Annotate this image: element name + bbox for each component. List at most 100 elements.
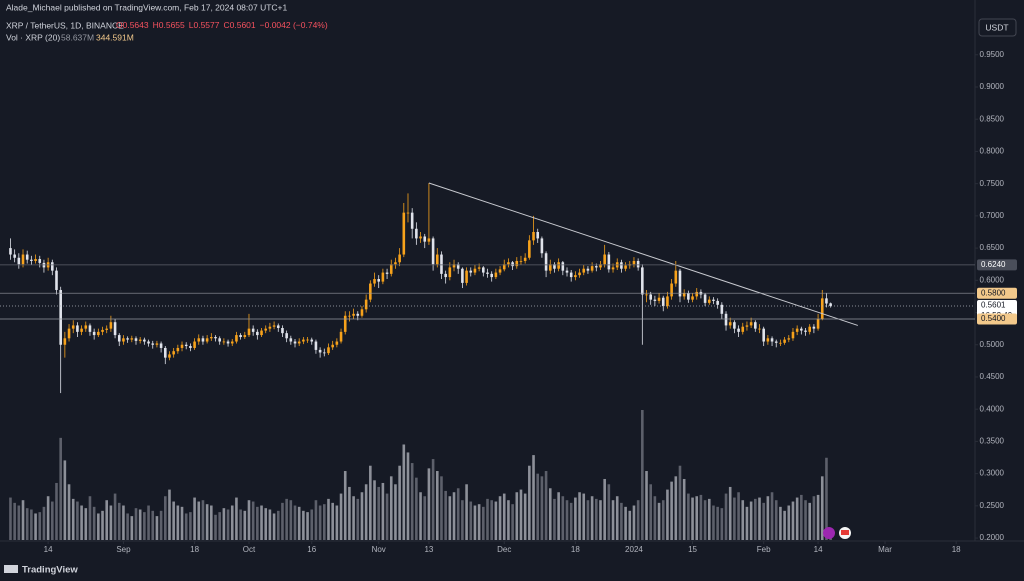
- volume-bar: [682, 478, 686, 540]
- candle-body: [310, 339, 314, 342]
- currency[interactable]: USDT: [985, 22, 1008, 32]
- candle-body: [461, 268, 464, 283]
- ohlc-value: C0.5601: [224, 20, 256, 30]
- volume-bar: [624, 506, 627, 540]
- volume-bar: [306, 512, 309, 540]
- currency-button[interactable]: [978, 18, 1017, 37]
- y-tick-label: 0.7000: [980, 211, 1005, 220]
- vol-label: Vol · XRP (20): [6, 32, 60, 42]
- volume-bar: [243, 510, 247, 540]
- volume-bar: [574, 497, 577, 540]
- volume-bar: [779, 506, 782, 540]
- volume-bar: [406, 452, 410, 540]
- candle-body: [343, 315, 347, 332]
- volume-bar: [511, 504, 514, 540]
- candle-body: [147, 341, 150, 344]
- candle-body: [25, 254, 29, 260]
- candle-body: [486, 272, 489, 274]
- candle-body: [205, 338, 209, 342]
- volume-bar: [385, 493, 389, 540]
- vol-value: 58.637M: [61, 32, 94, 42]
- candle-body: [574, 275, 577, 278]
- volume-bar: [653, 496, 657, 540]
- volume-bar: [724, 493, 728, 540]
- volume-bar: [477, 504, 481, 540]
- candle-body: [749, 322, 753, 326]
- volume-bar: [276, 510, 280, 540]
- candle-body: [712, 299, 715, 301]
- volume-bar: [645, 471, 648, 540]
- volume-bar: [9, 497, 12, 540]
- candle-body: [373, 279, 376, 284]
- x-tick-label: Feb: [757, 545, 771, 554]
- candle-body: [603, 254, 606, 265]
- volume-bar: [289, 500, 293, 540]
- candle-body: [30, 259, 33, 261]
- volume-bar: [548, 488, 552, 540]
- volume-bar: [151, 510, 155, 540]
- candle-body: [569, 272, 573, 278]
- volume-bar: [172, 501, 175, 540]
- x-tick-label: 18: [952, 545, 961, 554]
- logo: [4, 565, 18, 573]
- candle-body: [762, 328, 765, 342]
- candle-body: [431, 238, 435, 265]
- volume-bar: [444, 490, 447, 540]
- volume-bar: [80, 505, 83, 540]
- candle-body: [800, 328, 803, 331]
- volume-bar: [482, 506, 485, 540]
- candle-body: [791, 331, 795, 339]
- volume-bar: [339, 493, 343, 540]
- candle-body: [13, 254, 16, 258]
- volume-bar: [17, 505, 21, 540]
- candle-body: [76, 325, 79, 332]
- candle-body: [17, 257, 21, 265]
- candle-body: [649, 294, 652, 300]
- candle-body: [620, 262, 623, 269]
- volume-bar: [687, 493, 690, 540]
- candle-body: [339, 331, 343, 342]
- volume-bar: [498, 496, 502, 540]
- y-tick-label: 0.9500: [980, 50, 1005, 59]
- candle-body: [168, 354, 171, 358]
- candle-body: [733, 322, 736, 329]
- candle-body: [741, 326, 745, 332]
- volume-bar: [603, 478, 606, 540]
- candle-body: [477, 267, 481, 269]
- volume-bar: [356, 498, 360, 540]
- volume-bar: [88, 496, 92, 540]
- candle-body: [51, 262, 54, 271]
- candle-body: [356, 313, 360, 316]
- ohlc-legend: O0.5643 H0.5655 L0.5577 C0.5601 −0.0042 (−0.…: [116, 20, 328, 30]
- volume-bar: [415, 477, 418, 540]
- volume-bar: [532, 455, 535, 540]
- candle-body: [787, 338, 791, 340]
- event-icon[interactable]: [823, 527, 835, 539]
- candle-body: [502, 264, 506, 270]
- candle-body: [548, 264, 552, 271]
- volume-bar: [55, 482, 58, 540]
- candle-body: [268, 326, 272, 329]
- volume-bar: [435, 471, 439, 540]
- candle-body: [666, 296, 669, 307]
- volume-bar: [486, 498, 489, 540]
- volume-bar: [13, 502, 16, 540]
- candle-body: [289, 338, 293, 342]
- candle-body: [536, 231, 540, 239]
- volume-bar: [557, 492, 560, 540]
- volume-bar: [586, 500, 590, 540]
- candle-body: [109, 322, 113, 329]
- ohlc-value: H0.5655: [153, 20, 185, 30]
- candle-body: [184, 344, 188, 347]
- candle-body: [352, 313, 355, 316]
- volume-bar: [565, 500, 569, 540]
- x-tick-label: Nov: [372, 545, 386, 554]
- candle-body: [544, 253, 548, 271]
- volume-bar: [272, 513, 276, 540]
- volume-bar: [745, 506, 749, 540]
- volume-bar: [389, 476, 393, 540]
- volume-bar: [343, 471, 347, 540]
- volume-bar: [348, 486, 351, 540]
